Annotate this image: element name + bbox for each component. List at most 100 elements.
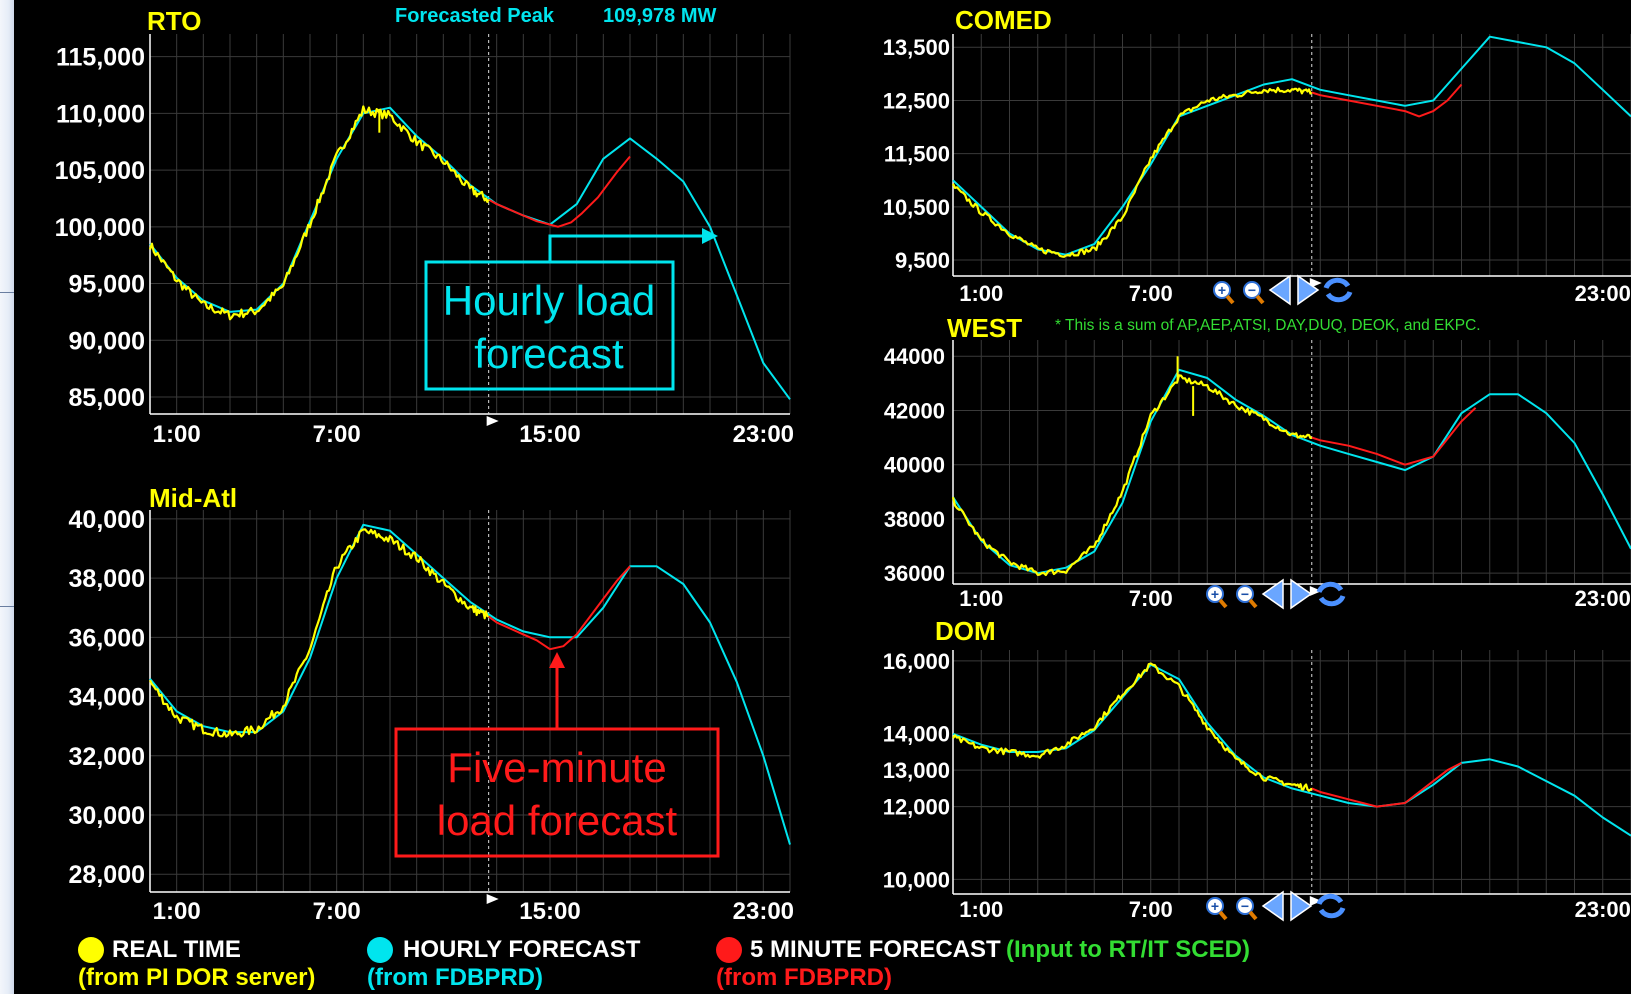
forecast-peak-value: 109,978 MW	[603, 5, 717, 27]
hourly-callout-arrow	[548, 234, 705, 262]
strip-divider	[0, 606, 14, 607]
current-time-marker	[486, 894, 499, 904]
chart-title: DOM	[935, 616, 996, 646]
y-tick-label: 30,000	[69, 802, 145, 830]
chart-nav-controls[interactable]: + −	[1206, 578, 1346, 610]
x-tick-label: 1:00	[153, 898, 201, 925]
zoom-in-icon[interactable]: +	[1206, 585, 1228, 609]
y-tick-label: 14,000	[883, 722, 950, 747]
hourly-forecast-callout: Hourly load forecast	[424, 228, 718, 391]
zoom-out-icon[interactable]: −	[1236, 897, 1258, 921]
zoom-in-icon[interactable]: +	[1213, 281, 1235, 305]
x-tick-label: 23:00	[1575, 586, 1631, 611]
y-tick-label: 9,500	[895, 248, 950, 273]
x-tick-label: 1:00	[959, 586, 1003, 611]
legend-swatch-hourly	[367, 937, 393, 963]
x-tick-label: 23:00	[733, 898, 794, 925]
zoom-in-icon[interactable]: +	[1206, 897, 1228, 921]
zoom-out-handle	[1255, 294, 1265, 305]
zoom-in-lens	[1213, 281, 1231, 299]
y-tick-label: 10,500	[883, 195, 950, 220]
zoom-out-icon[interactable]: −	[1243, 281, 1265, 305]
five-minute-callout-line-1: Five-minute	[447, 744, 666, 791]
x-tick-label: 1:00	[153, 421, 201, 448]
series-hourly	[149, 106, 791, 400]
y-tick-label: 38000	[884, 507, 945, 532]
y-tick-label: 44000	[884, 344, 945, 369]
refresh-icon[interactable]	[1316, 581, 1346, 607]
y-tick-label: 13,500	[883, 35, 950, 60]
zoom-in-lens	[1206, 585, 1224, 603]
zoom-in-glyph: +	[1218, 282, 1226, 298]
y-tick-label: 85,000	[69, 384, 145, 412]
chart-note: * This is a sum of AP,AEP,ATSI, DAY,DUQ,…	[1055, 317, 1481, 334]
zoom-out-icon[interactable]: −	[1236, 585, 1258, 609]
refresh-arc-bottom	[1318, 594, 1346, 607]
x-tick-label: 1:00	[959, 897, 1003, 922]
series-five-minute	[488, 155, 631, 228]
zoom-in-glyph: +	[1211, 586, 1219, 602]
y-tick-label: 95,000	[69, 271, 145, 299]
y-tick-label: 40000	[884, 453, 945, 478]
hourly-callout-arrowhead	[702, 228, 718, 244]
series-real-time	[952, 662, 1313, 792]
x-tick-label: 7:00	[1129, 897, 1173, 922]
arrow-right-icon[interactable]	[1297, 274, 1320, 306]
forecast-peak-label: Forecasted Peak	[395, 5, 555, 27]
refresh-arc-bottom	[1325, 290, 1353, 303]
series-five-minute	[1311, 407, 1477, 466]
arrow-left-icon[interactable]	[1261, 578, 1284, 610]
chart-title: COMED	[955, 5, 1052, 35]
legend-swatch-real-time	[78, 937, 104, 963]
x-tick-label: 7:00	[313, 421, 361, 448]
refresh-icon[interactable]	[1316, 893, 1346, 919]
x-tick-label: 23:00	[1575, 281, 1631, 306]
zoom-out-handle	[1248, 598, 1258, 609]
current-time-marker	[1309, 586, 1322, 596]
zoom-in-glyph: +	[1211, 898, 1219, 914]
refresh-arc-top	[1316, 893, 1344, 906]
zoom-out-glyph: −	[1241, 898, 1249, 914]
series-real-time	[951, 374, 1313, 577]
y-tick-label: 12,500	[883, 88, 950, 113]
chart-midatl: 28,000 30,000 32,000 34,000 36,000 38,000 40,0…	[69, 483, 794, 925]
refresh-arc-top	[1323, 277, 1351, 290]
y-tick-label: 90,000	[69, 327, 145, 355]
strip-divider	[0, 292, 14, 293]
y-tick-label: 40,000	[69, 506, 145, 534]
zoom-out-glyph: −	[1248, 282, 1256, 298]
chart-west: 36000 38000 40000 42000 44000 1:00 7:00 23:00 WE…	[884, 313, 1631, 611]
arrow-right-icon[interactable]	[1290, 578, 1313, 610]
y-tick-label: 100,000	[55, 214, 145, 242]
series-five-minute	[1311, 762, 1462, 808]
five-minute-callout-arrowhead	[549, 652, 565, 668]
chart-title: Mid-Atl	[149, 483, 237, 513]
chart-nav-controls[interactable]: + −	[1206, 890, 1346, 922]
chart-title: RTO	[147, 6, 201, 36]
current-time-marker	[486, 416, 499, 426]
y-tick-label: 12,000	[883, 795, 950, 820]
y-tick-label: 10,000	[883, 867, 950, 892]
x-tick-label: 1:00	[959, 281, 1003, 306]
y-tick-label: 34,000	[69, 684, 145, 712]
current-time-marker	[1309, 896, 1322, 906]
y-tick-label: 36000	[884, 561, 945, 586]
five-minute-forecast-callout: Five-minute load forecast	[394, 652, 720, 858]
arrow-left-icon[interactable]	[1261, 890, 1284, 922]
zoom-in-handle	[1218, 910, 1228, 921]
chart-nav-controls[interactable]: + −	[1213, 274, 1353, 306]
refresh-icon[interactable]	[1323, 277, 1353, 303]
zoom-out-handle	[1248, 910, 1258, 921]
legend-swatch-five-minute	[716, 937, 742, 963]
legend-five-minute-source: (from FDBPRD)	[716, 964, 892, 991]
zoom-in-handle	[1218, 598, 1228, 609]
series-real-time	[149, 528, 490, 738]
x-tick-label: 7:00	[313, 898, 361, 925]
x-tick-label: 15:00	[519, 421, 580, 448]
chart-title: WEST	[947, 313, 1022, 343]
arrow-left-icon[interactable]	[1268, 274, 1291, 306]
arrow-right-icon[interactable]	[1290, 890, 1313, 922]
legend-hourly-source: (from FDBPRD)	[367, 964, 543, 991]
legend-five-minute-label: 5 MINUTE FORECAST	[750, 936, 1001, 963]
